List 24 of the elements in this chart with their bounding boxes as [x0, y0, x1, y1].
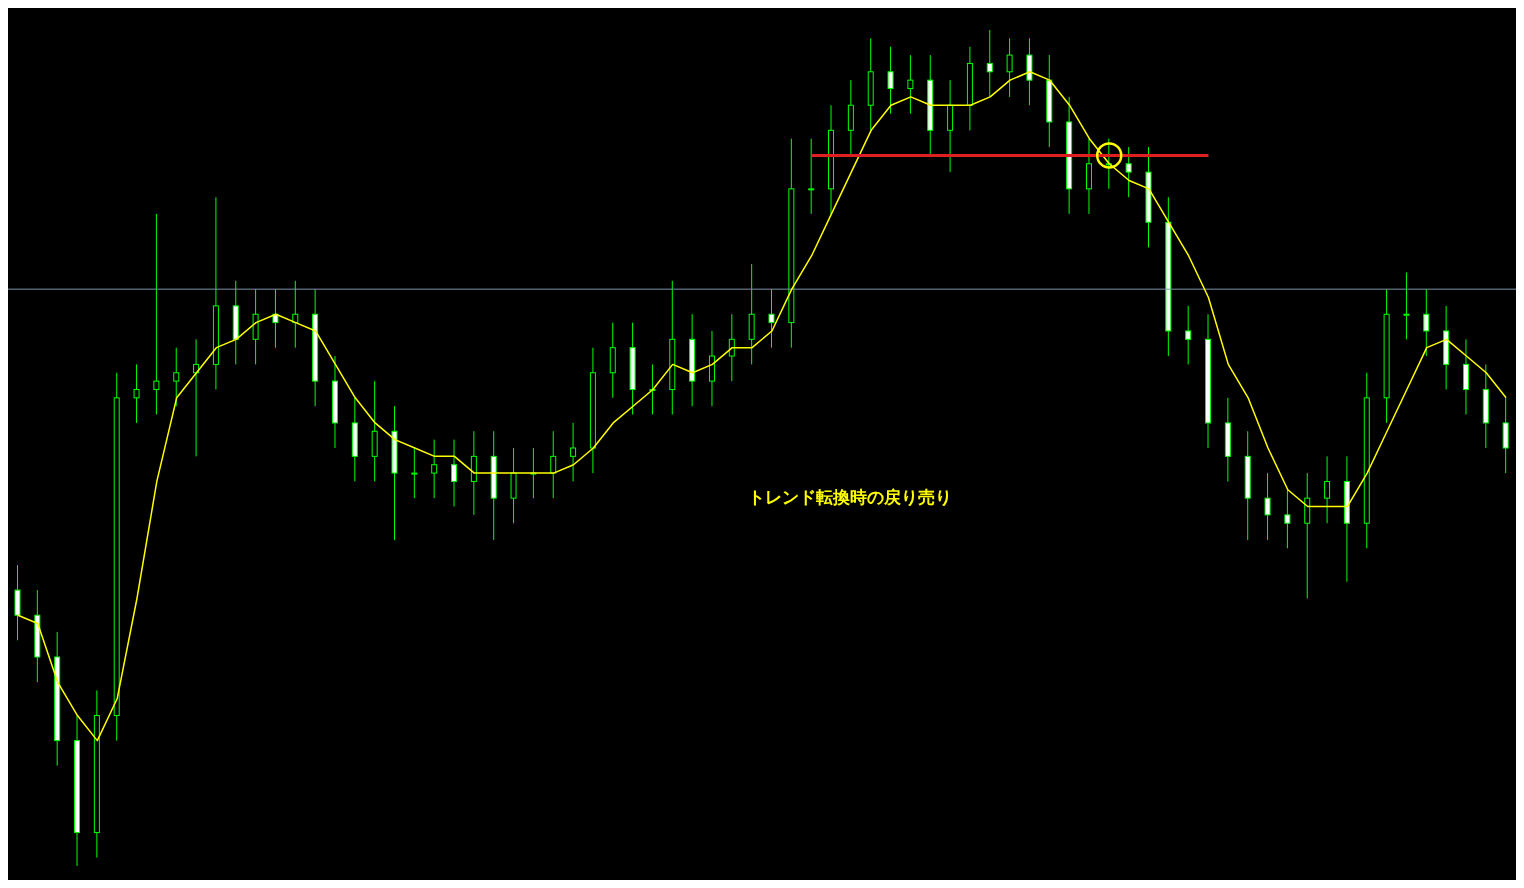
- candlestick: [1324, 455, 1331, 524]
- candlestick: [1185, 305, 1192, 365]
- candlestick: [1423, 288, 1430, 357]
- candlestick: [768, 288, 775, 349]
- candlestick: [411, 447, 418, 499]
- candlestick: [431, 439, 438, 499]
- candlestick: [173, 347, 180, 407]
- candlestick: [1006, 37, 1013, 98]
- candlestick: [133, 363, 140, 424]
- candlestick: [1125, 146, 1132, 198]
- candlestick: [808, 138, 815, 215]
- candlestick: [728, 313, 735, 382]
- candlestick: [272, 288, 279, 349]
- candlestick: [986, 30, 993, 98]
- candlestick: [1264, 472, 1271, 541]
- candlestick: [1403, 271, 1410, 340]
- annotation: トレンド転換時の戻り売り: [748, 486, 952, 509]
- candlestick: [153, 213, 160, 416]
- candlestick: [570, 422, 577, 482]
- candlestick: [1284, 489, 1291, 549]
- candlestick: [887, 46, 894, 115]
- candlestick: [451, 439, 458, 508]
- candlestick: [550, 430, 557, 499]
- candlestick: [907, 54, 914, 115]
